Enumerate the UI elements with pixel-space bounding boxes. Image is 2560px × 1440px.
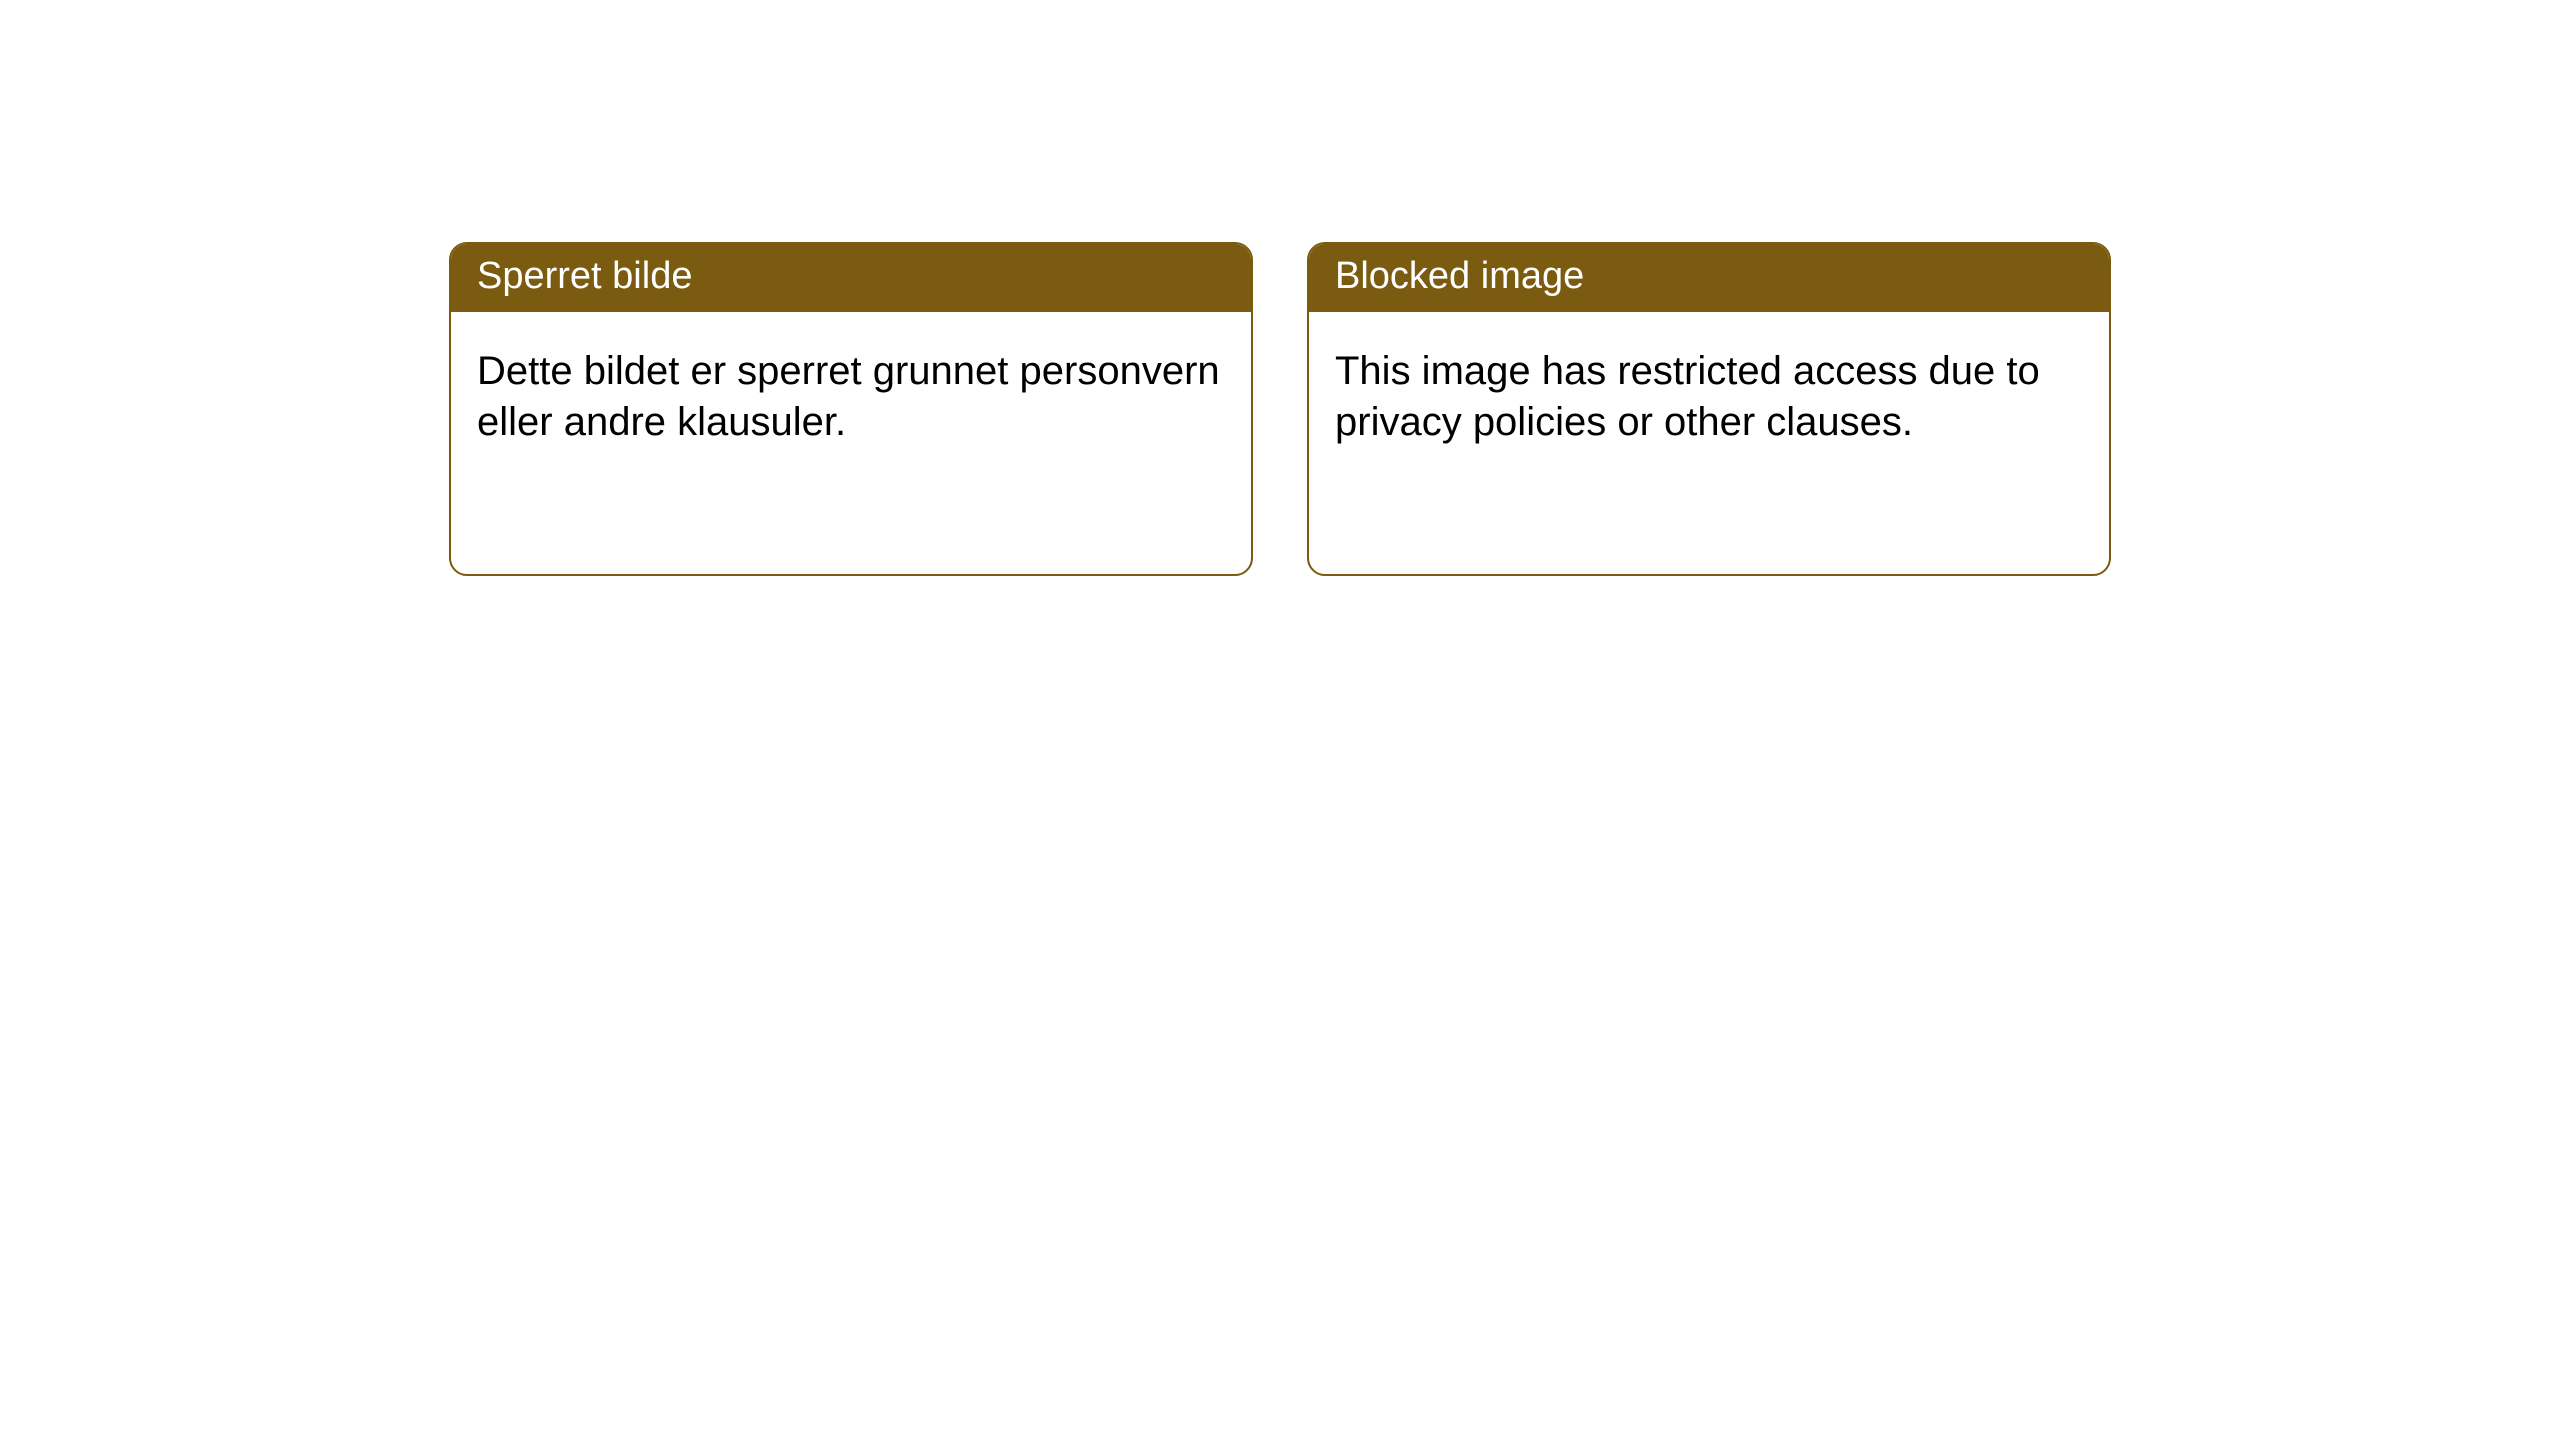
panel-header-english: Blocked image <box>1309 244 2109 312</box>
panel-body-norwegian: Dette bildet er sperret grunnet personve… <box>451 312 1251 468</box>
notice-panel-english: Blocked image This image has restricted … <box>1307 242 2111 576</box>
panel-body-english: This image has restricted access due to … <box>1309 312 2109 468</box>
panel-header-norwegian: Sperret bilde <box>451 244 1251 312</box>
notice-panel-norwegian: Sperret bilde Dette bildet er sperret gr… <box>449 242 1253 576</box>
notice-container: Sperret bilde Dette bildet er sperret gr… <box>449 242 2111 576</box>
